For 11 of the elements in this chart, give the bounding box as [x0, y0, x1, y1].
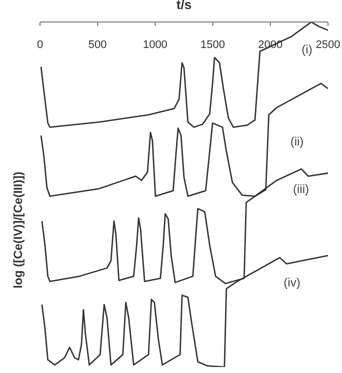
y-axis-title: log ([Ce(IV)]/[Ce(III)]) [11, 172, 25, 288]
series-label: (iii) [293, 182, 309, 196]
x-axis-title: t/s [176, 0, 192, 12]
x-tick-label: 0 [36, 39, 44, 51]
x-tick-label: 500 [88, 39, 107, 51]
x-tick-label: 2500 [316, 39, 340, 51]
series-label: (ii) [290, 134, 304, 149]
x-tick-label: 1000 [142, 39, 168, 51]
series-label: (iv) [284, 276, 300, 290]
x-tick-label: 1500 [200, 39, 226, 51]
series-label: (i) [302, 42, 312, 56]
